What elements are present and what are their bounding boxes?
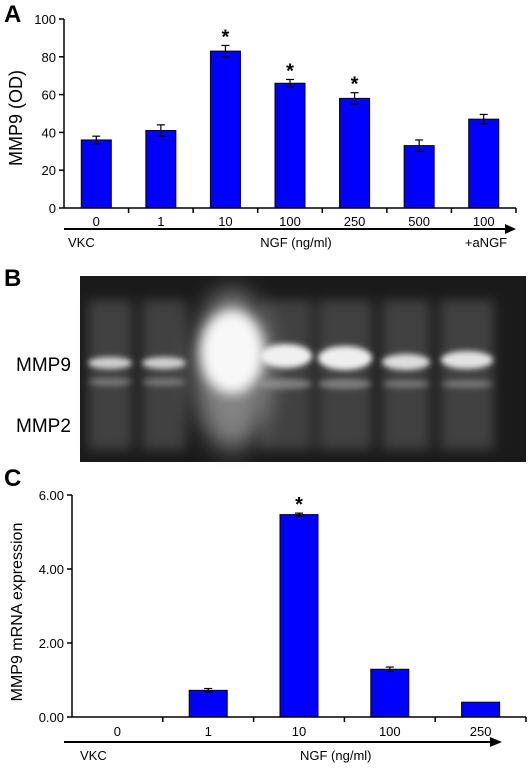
a-x-tick-label: 10 bbox=[218, 214, 232, 229]
gel-band-mmp9-1 bbox=[88, 357, 132, 369]
c-x-tick-label: 100 bbox=[379, 724, 401, 739]
gel-lane-5 bbox=[318, 300, 372, 450]
a-bar bbox=[274, 82, 306, 209]
gel-band-mmp9-2 bbox=[142, 357, 186, 369]
a-x-tick-label: 500 bbox=[408, 214, 430, 229]
gel-lane-1 bbox=[88, 300, 132, 450]
c-bar bbox=[188, 689, 228, 718]
gel-lane-2 bbox=[142, 300, 186, 450]
a-y-tick-label: 100 bbox=[34, 12, 56, 27]
gel-band-mmp2-1 bbox=[88, 378, 132, 386]
panel-a: A MMP9 (OD) 0 20 40 60 80 100 * * * 0 1 10 100 250 5… bbox=[4, 1, 517, 250]
gel-band-mmp2-4 bbox=[260, 379, 312, 389]
a-y-tick-label: 80 bbox=[42, 50, 56, 65]
c-significance-star: * bbox=[295, 494, 303, 516]
a-bar bbox=[80, 139, 112, 209]
a-y-tick-label: 40 bbox=[42, 125, 56, 140]
c-x-tick-label: 10 bbox=[292, 724, 306, 739]
gel-band-mmp2-7 bbox=[441, 380, 493, 388]
a-y-tick-label: 0 bbox=[49, 201, 56, 216]
panel-a-arrowhead-icon bbox=[505, 224, 516, 234]
a-bar bbox=[468, 118, 500, 209]
a-y-tick-label: 20 bbox=[42, 163, 56, 178]
gel-lane-7 bbox=[440, 300, 494, 450]
a-bar bbox=[145, 130, 177, 209]
a-significance-star: * bbox=[222, 26, 230, 48]
panel-c-caption-ngf: NGF (ng/ml) bbox=[300, 748, 372, 763]
a-x-tick-label: 100 bbox=[279, 214, 301, 229]
gel-lane-6 bbox=[382, 300, 430, 450]
c-bar bbox=[370, 668, 410, 718]
panel-b: B MMP bbox=[4, 265, 526, 462]
gel-label-mmp9: MMP9 bbox=[16, 355, 71, 376]
a-significance-star: * bbox=[286, 60, 294, 82]
gel-band-mmp2-6 bbox=[382, 380, 430, 388]
panel-b-letter: B bbox=[4, 265, 21, 292]
c-y-tick-label: 6.00 bbox=[39, 488, 64, 503]
c-y-tick-label: 2.00 bbox=[39, 636, 64, 651]
panel-c-caption-vkc: VKC bbox=[80, 748, 107, 763]
panel-c-y-axis: 0.00 2.00 4.00 6.00 bbox=[39, 488, 73, 725]
c-x-tick-label: 250 bbox=[470, 724, 492, 739]
a-x-tick-label: 0 bbox=[93, 214, 100, 229]
panel-a-caption-angf: +aNGF bbox=[465, 235, 507, 250]
c-bar bbox=[461, 701, 501, 718]
panel-a-letter: A bbox=[4, 1, 21, 28]
panel-c-x-axis: 0 1 10 100 250 bbox=[72, 716, 527, 739]
panel-a-caption-ngf: NGF (ng/ml) bbox=[260, 235, 332, 250]
panel-c-y-axis-label: MMP9 mRNA expression bbox=[9, 523, 26, 702]
gel-lane-3-band bbox=[200, 310, 264, 394]
panel-a-y-axis: 0 20 40 60 80 100 bbox=[34, 12, 65, 216]
a-x-tick-label: 100 bbox=[473, 214, 495, 229]
c-y-tick-label: 4.00 bbox=[39, 562, 64, 577]
a-bar bbox=[403, 145, 435, 209]
panel-c-letter: C bbox=[4, 465, 21, 492]
panel-c-bars: * bbox=[188, 494, 501, 718]
panel-c: C MMP9 mRNA expression 0.002.004.006.00 … bbox=[4, 465, 527, 763]
a-bar bbox=[339, 97, 371, 209]
gel-band-mmp9-7 bbox=[441, 351, 493, 369]
panel-a-y-axis-label: MMP9 (OD) bbox=[6, 70, 26, 166]
gel-label-mmp2: MMP2 bbox=[16, 416, 71, 437]
panel-a-caption-vkc: VKC bbox=[68, 235, 95, 250]
a-bar bbox=[209, 50, 241, 209]
panel-a-x-axis: 0 1 10 100 250 500 100 bbox=[64, 207, 517, 229]
c-y-tick-label: 0.00 bbox=[39, 710, 64, 725]
panel-a-bars: * * * bbox=[80, 26, 500, 209]
c-bar bbox=[279, 514, 319, 718]
a-y-tick-label: 60 bbox=[42, 88, 56, 103]
gel-band-mmp9-6 bbox=[382, 354, 430, 370]
gel-band-mmp9-4 bbox=[260, 344, 312, 368]
gel-band-mmp2-5 bbox=[318, 379, 372, 389]
a-significance-star: * bbox=[351, 74, 359, 96]
c-x-tick-label: 1 bbox=[205, 724, 212, 739]
gel-band-mmp9-5 bbox=[318, 346, 372, 370]
c-x-tick-label: 0 bbox=[114, 724, 121, 739]
a-x-tick-label: 250 bbox=[344, 214, 366, 229]
gel-band-mmp2-2 bbox=[142, 378, 186, 386]
panel-c-arrowhead-icon bbox=[490, 737, 502, 747]
a-x-tick-label: 1 bbox=[157, 214, 164, 229]
